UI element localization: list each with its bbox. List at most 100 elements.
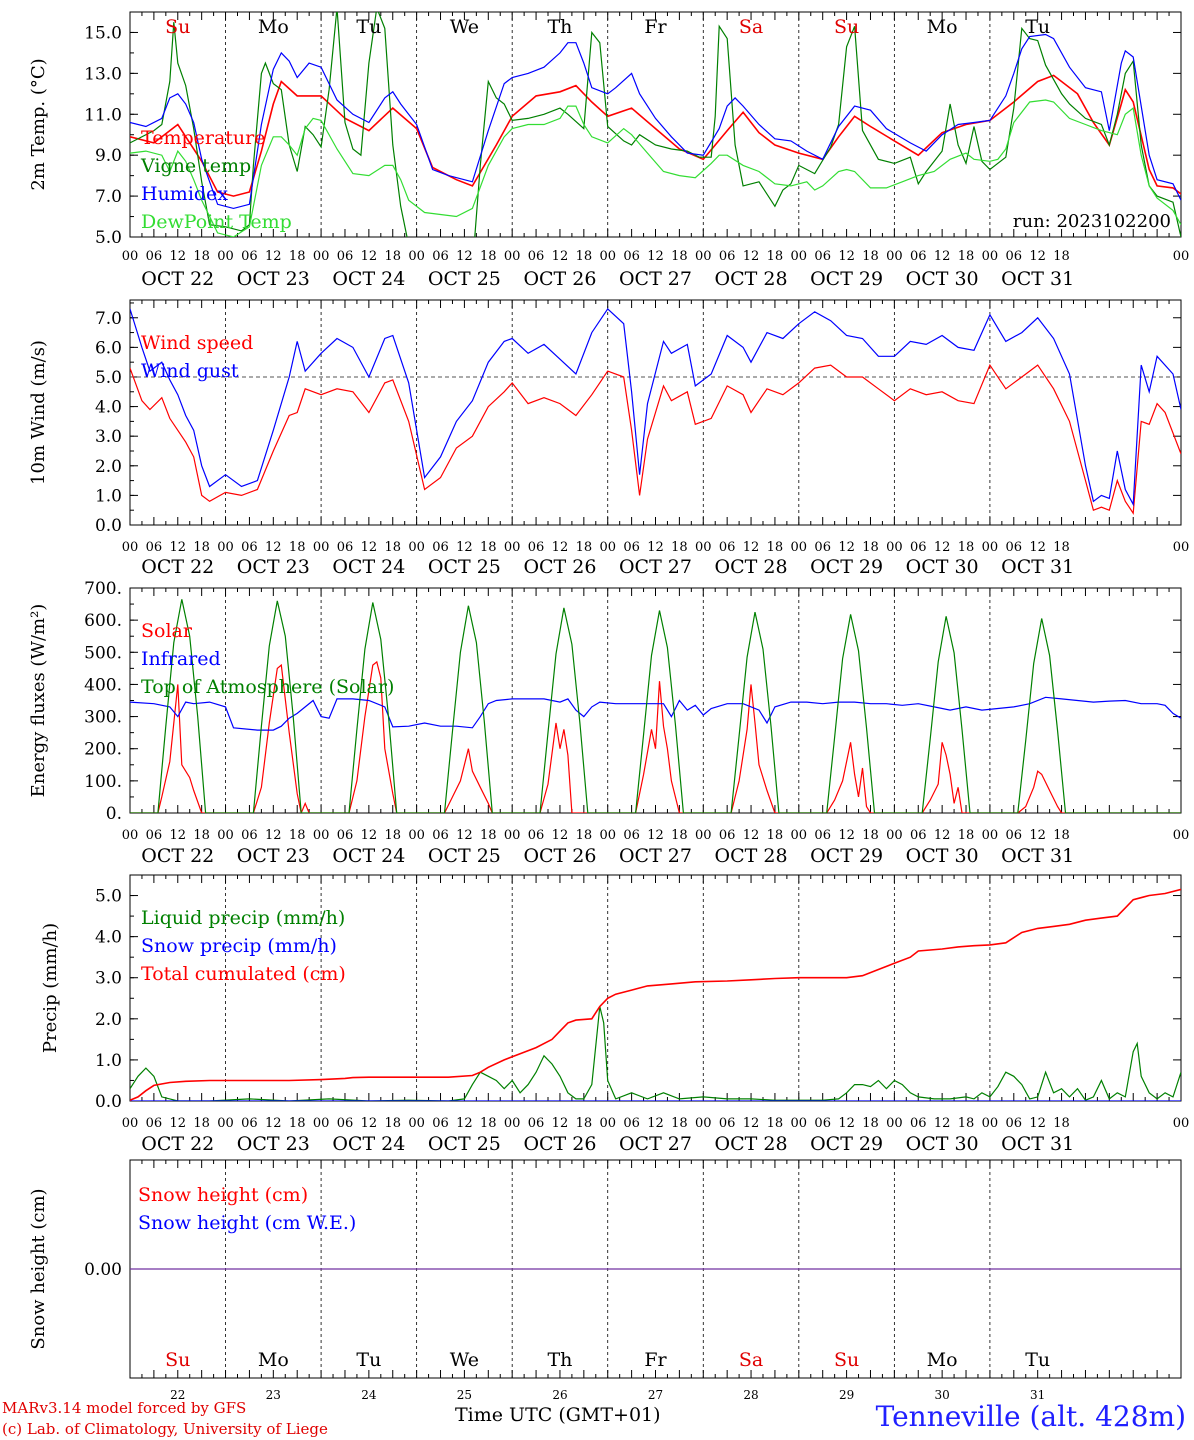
hour-tick-label: 18 (767, 1116, 784, 1131)
hour-tick-label: 18 (767, 540, 784, 555)
panel-3: 0. 100. 200. 300. 400. 500. 600. 700. Energy flu… (28, 579, 1189, 867)
hour-tick-label: 00 (982, 828, 999, 843)
date-label: OCT 31 (1001, 268, 1074, 290)
legend-entry: DewPoint Temp (141, 211, 292, 233)
hour-tick-label: 06 (910, 1116, 927, 1131)
legend-entry: Liquid precip (mm/h) (141, 907, 345, 929)
hour-tick-label: 06 (910, 540, 927, 555)
weekday-label: Su (165, 1349, 190, 1371)
hour-tick-label: 00 (313, 540, 330, 555)
hour-tick-label: 18 (289, 828, 306, 843)
date-label: OCT 27 (619, 845, 692, 867)
day-number-label: 25 (457, 1388, 472, 1402)
hour-tick-label: 12 (838, 540, 855, 555)
series-line-solar (130, 660, 1181, 813)
hour-tick-label: 00 (695, 249, 712, 264)
hour-tick-label: 12 (361, 828, 378, 843)
date-label: OCT 22 (141, 1133, 214, 1155)
y-tick-label: 11.0 (84, 105, 122, 125)
y-tick-label: 2.0 (95, 1010, 122, 1030)
hour-tick-label: 12 (361, 540, 378, 555)
hour-tick-label: 00 (791, 249, 808, 264)
series-line-humidex (130, 33, 1181, 210)
weekday-label: Fr (644, 16, 667, 38)
weekday-label: Tu (1025, 1349, 1050, 1371)
y-tick-label: 13.0 (84, 64, 122, 84)
hour-tick-label: 12 (456, 828, 473, 843)
y-tick-label: 15.0 (84, 23, 122, 43)
hour-tick-label: 18 (671, 249, 688, 264)
lab-credit: (c) Lab. of Climatology, University of L… (2, 1420, 328, 1438)
date-label: OCT 25 (428, 556, 501, 578)
legend-entry: Snow precip (mm/h) (141, 935, 337, 957)
hour-tick-label: 06 (241, 1116, 258, 1131)
hour-tick-label: 18 (862, 249, 879, 264)
hour-tick-label: 06 (1006, 249, 1023, 264)
legend-entry: Wind gust (141, 360, 239, 382)
date-label: OCT 26 (523, 1133, 596, 1155)
hour-tick-label: 18 (862, 540, 879, 555)
hour-tick-label: 18 (193, 249, 210, 264)
legend-entry: Top of Atmosphere (Solar) (141, 676, 394, 698)
hour-tick-label: 00 (599, 1116, 616, 1131)
hour-tick-label: 18 (576, 249, 593, 264)
hour-tick-label: 06 (146, 1116, 163, 1131)
hour-tick-label: 12 (1029, 1116, 1046, 1131)
weekday-label: Mo (927, 16, 958, 38)
hour-tick-label: 12 (838, 828, 855, 843)
date-label: OCT 25 (428, 268, 501, 290)
hour-tick-label: 18 (958, 540, 975, 555)
hour-tick-label: 00 (217, 1116, 234, 1131)
hour-tick-label: 12 (647, 1116, 664, 1131)
hour-tick-label: 00 (791, 540, 808, 555)
hour-tick-label: 12 (456, 540, 473, 555)
date-label: OCT 26 (523, 845, 596, 867)
date-label: OCT 31 (1001, 1133, 1074, 1155)
y-tick-label: 1.0 (95, 486, 122, 506)
hour-tick-label: 18 (289, 540, 306, 555)
hour-tick-label: 06 (719, 828, 736, 843)
hour-tick-label: 12 (647, 540, 664, 555)
hour-tick-label: 18 (384, 1116, 401, 1131)
hour-tick-label: 12 (647, 828, 664, 843)
weekday-label: Tu (356, 16, 381, 38)
hour-tick-label: 00 (313, 828, 330, 843)
hour-tick-label: 06 (719, 540, 736, 555)
panel-4: 0.0 1.0 2.0 3.0 4.0 5.0 Precip (mm/h) Liquid pr… (40, 874, 1189, 1155)
legend-entry: Temperature (141, 127, 265, 149)
hour-tick-label: 00 (313, 1116, 330, 1131)
day-number-label: 22 (170, 1388, 185, 1402)
weekday-label: Su (834, 16, 859, 38)
hour-tick-label: 18 (1053, 828, 1070, 843)
hour-tick-label: 06 (814, 249, 831, 264)
hour-tick-label: 18 (958, 1116, 975, 1131)
y-tick-label: 0.0 (95, 1092, 122, 1112)
y-tick-label: 9.0 (95, 146, 122, 166)
y-axis-label: Energy fluxes (W/m²) (28, 604, 49, 798)
date-label: OCT 27 (619, 1133, 692, 1155)
series-line-infrared (130, 696, 1181, 731)
hour-tick-label: 18 (193, 540, 210, 555)
hour-tick-label: 00 (217, 828, 234, 843)
legend-entry: Vigne temp (140, 155, 251, 177)
y-tick-label: 200. (84, 740, 122, 760)
series-line-wind-gust (130, 307, 1181, 507)
hour-tick-label: 12 (265, 540, 282, 555)
day-number-label: 27 (648, 1388, 663, 1402)
date-label: OCT 30 (906, 268, 979, 290)
hour-tick-label: 00 (504, 1116, 521, 1131)
day-number-label: 30 (934, 1388, 949, 1402)
hour-tick-label: 06 (528, 249, 545, 264)
hour-tick-label: 12 (265, 828, 282, 843)
hour-tick-label: 12 (647, 249, 664, 264)
hour-tick-label: 06 (814, 1116, 831, 1131)
hour-tick-label: 12 (552, 828, 569, 843)
hour-tick-label: 12 (934, 1116, 951, 1131)
hour-tick-label: 06 (528, 540, 545, 555)
y-tick-label: 0.0 (95, 516, 122, 536)
hour-tick-label: 12 (265, 1116, 282, 1131)
weekday-label: Fr (644, 1349, 667, 1371)
weekday-label: Tu (1025, 16, 1050, 38)
weekday-label: Su (165, 16, 190, 38)
hour-tick-label: 00 (408, 828, 425, 843)
